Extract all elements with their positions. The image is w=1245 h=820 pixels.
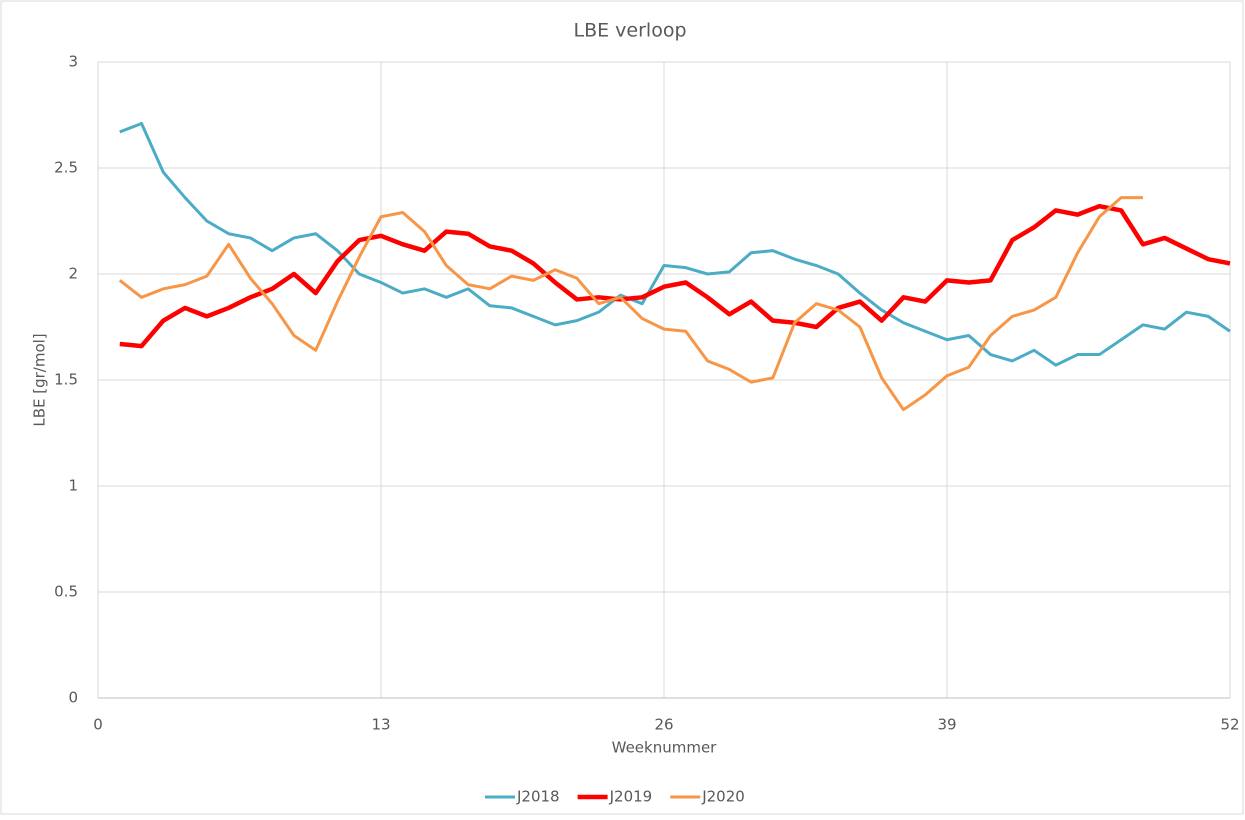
y-axis-title: LBE [gr/mol] xyxy=(31,333,49,426)
x-tick-label: 39 xyxy=(937,716,956,734)
series-line xyxy=(118,196,1143,412)
y-tick-label: 1.5 xyxy=(54,371,78,389)
y-tick-label: 3 xyxy=(68,53,78,71)
legend-label: J2019 xyxy=(609,788,653,806)
y-tick-label: 0 xyxy=(68,689,78,707)
y-tick-label: 2 xyxy=(68,265,78,283)
x-tick-label: 13 xyxy=(371,716,390,734)
legend-label: J2020 xyxy=(701,788,745,806)
series-line xyxy=(119,203,1231,349)
x-axis-title: Weeknummer xyxy=(612,739,718,757)
y-tick-label: 0.5 xyxy=(54,583,78,601)
chart-title: LBE verloop xyxy=(574,20,687,42)
series-line xyxy=(119,121,1231,367)
legend-label: J2018 xyxy=(516,788,560,806)
x-tick-label: 0 xyxy=(93,716,103,734)
x-tick-label: 26 xyxy=(654,716,673,734)
y-tick-label: 1 xyxy=(68,477,78,495)
x-tick-label: 52 xyxy=(1220,716,1239,734)
y-tick-label: 2.5 xyxy=(54,159,78,177)
